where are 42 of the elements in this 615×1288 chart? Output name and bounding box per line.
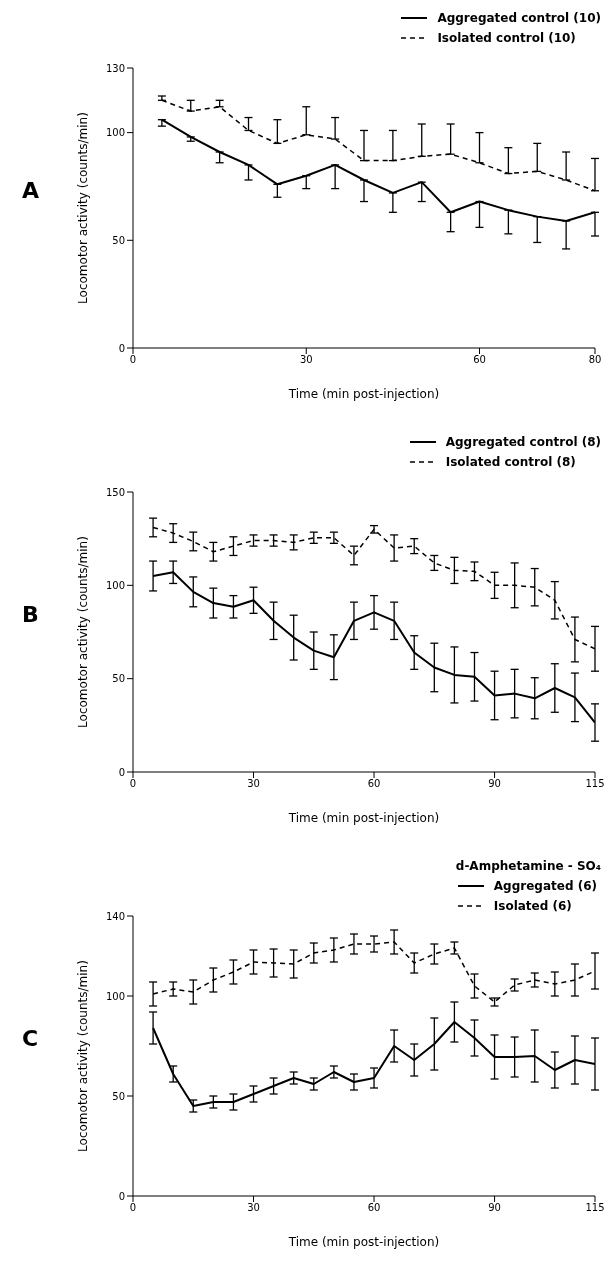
- x-axis-title: Time (min post-injection): [287, 1235, 440, 1249]
- y-tick-label: 130: [105, 62, 125, 74]
- legend-label: Aggregated control (10): [437, 10, 601, 27]
- y-tick-label: 100: [105, 127, 125, 139]
- x-tick-label: 0: [129, 1202, 137, 1214]
- y-tick-label: 50: [112, 673, 125, 685]
- y-tick-label: 150: [105, 486, 125, 498]
- x-tick-label: 30: [247, 1202, 260, 1214]
- x-tick-label: 0: [129, 778, 137, 790]
- legend-label: Isolated control (10): [437, 30, 576, 47]
- y-axis-title: Locomotor activity (counts/min): [76, 112, 91, 304]
- y-tick-label: 0: [118, 342, 125, 354]
- y-tick-label: 100: [105, 579, 125, 591]
- x-axis-title: Time (min post-injection): [287, 811, 440, 825]
- x-tick-label: 115: [585, 778, 605, 790]
- y-tick-label: 140: [105, 910, 125, 922]
- y-tick-label: 0: [118, 766, 125, 778]
- x-tick-label: 80: [588, 354, 602, 366]
- y-tick-label: 50: [112, 234, 125, 246]
- legend-label: Isolated (6): [493, 898, 572, 915]
- y-tick-label: 100: [105, 990, 125, 1002]
- x-tick-label: 90: [488, 778, 501, 790]
- x-tick-label: 0: [129, 354, 137, 366]
- legend-label: Isolated control (8): [445, 454, 576, 471]
- x-tick-label: 30: [299, 354, 313, 366]
- x-tick-label: 115: [585, 1202, 605, 1214]
- text: B: [22, 602, 39, 627]
- x-tick-label: 60: [473, 354, 486, 366]
- x-tick-label: 90: [488, 1202, 501, 1214]
- y-axis-title: Locomotor activity (counts/min): [76, 960, 91, 1152]
- text: A: [22, 178, 40, 203]
- legend-label: Aggregated control (8): [445, 434, 601, 451]
- y-tick-label: 50: [112, 1090, 125, 1102]
- y-tick-label: 0: [118, 1190, 125, 1202]
- x-axis-title: Time (min post-injection): [287, 387, 440, 401]
- legend-label: Aggregated (6): [493, 878, 597, 895]
- legend-title: d-Amphetamine - SO₄: [455, 858, 601, 875]
- x-tick-label: 30: [247, 778, 260, 790]
- x-tick-label: 60: [367, 1202, 381, 1214]
- text: C: [22, 1026, 39, 1051]
- x-tick-label: 60: [367, 778, 381, 790]
- y-axis-title: Locomotor activity (counts/min): [76, 536, 91, 728]
